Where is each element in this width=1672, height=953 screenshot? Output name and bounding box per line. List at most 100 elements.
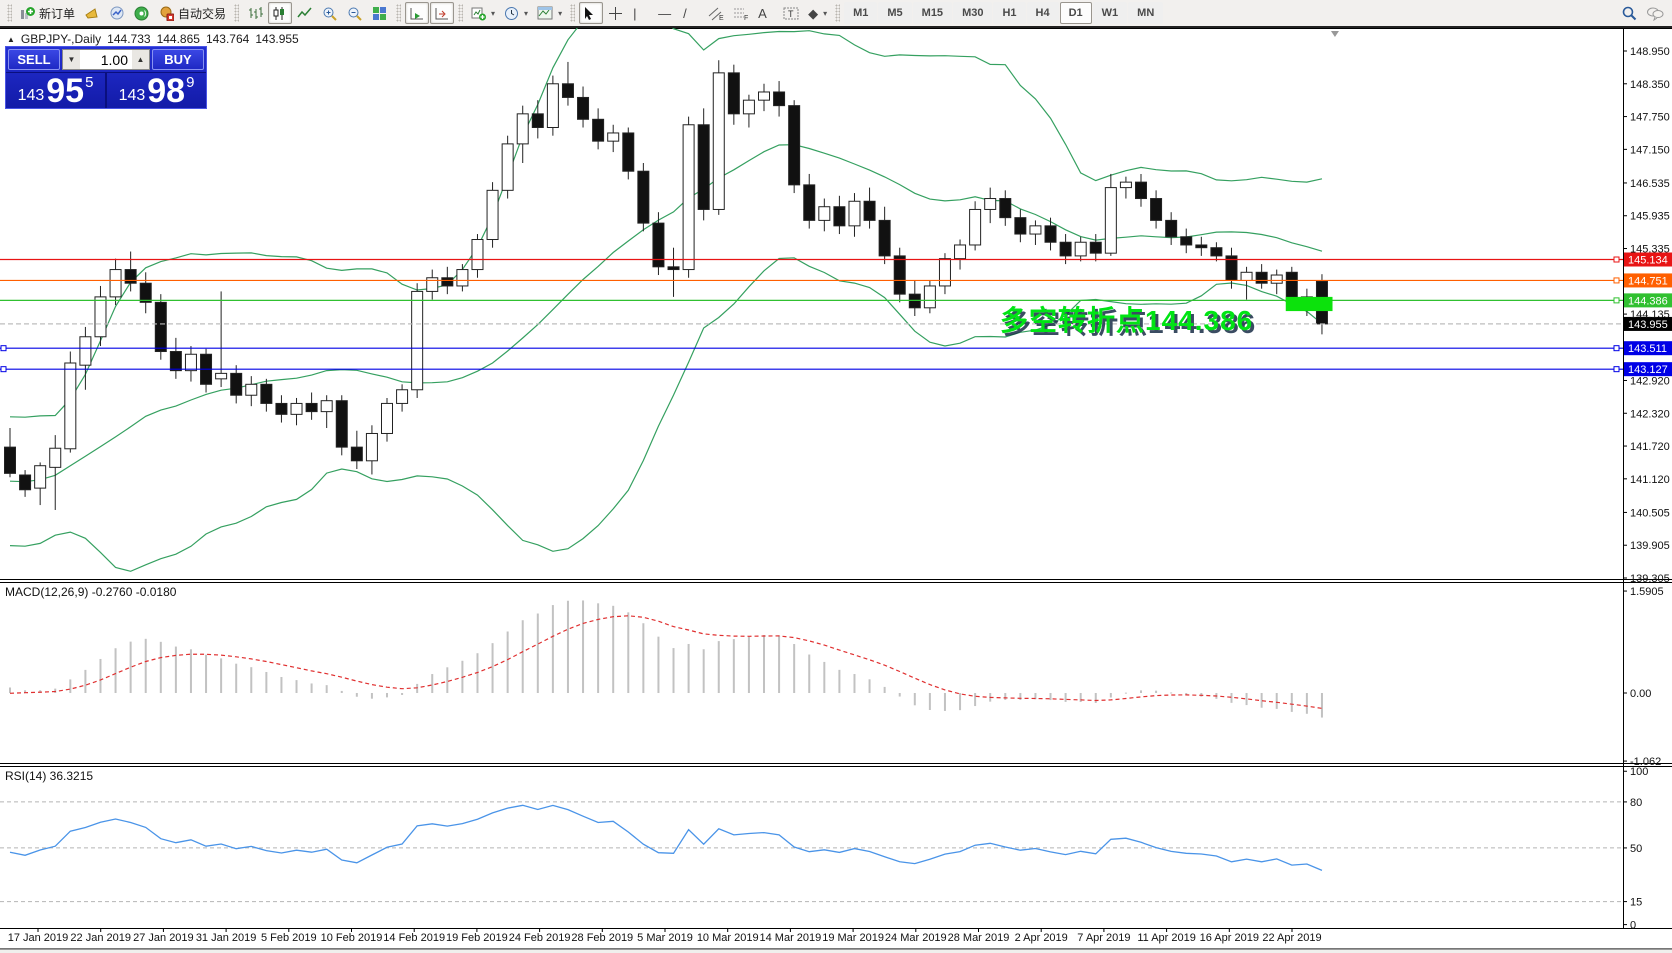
level-lines-layer: 145.134 144.751 144.386 143.955 143.511 143.1… (0, 252, 1672, 377)
svg-text:143.511: 143.511 (1628, 343, 1667, 355)
label-tool-button[interactable]: T (779, 2, 803, 24)
megaphone-button[interactable] (80, 2, 104, 24)
timeframe-m15[interactable]: M15 (912, 2, 953, 24)
buy-button[interactable]: BUY (152, 49, 204, 70)
metaeditor-icon (110, 6, 124, 19)
trendline-icon: / (683, 5, 687, 21)
equidistant-channel-icon: E (708, 7, 724, 21)
svg-text:145.134: 145.134 (1628, 255, 1668, 267)
zoom-out-icon (348, 7, 362, 21)
text-tool-button[interactable]: A (754, 2, 778, 24)
chat-icon (1647, 7, 1664, 21)
rsi-layer (0, 801, 1623, 903)
tile-windows-button[interactable] (368, 2, 392, 24)
zoom-out-button[interactable] (343, 2, 367, 24)
chart-shift-button[interactable] (430, 2, 455, 24)
templates-button[interactable]: ▾ (533, 2, 566, 24)
cursor-button[interactable] (579, 2, 604, 24)
horizontal-line-button[interactable]: — (654, 2, 678, 24)
volume-increase-button[interactable]: ▲ (132, 50, 149, 69)
timeframe-m1[interactable]: M1 (844, 2, 878, 24)
svg-text:7 Apr 2019: 7 Apr 2019 (1077, 932, 1130, 944)
svg-text:143.955: 143.955 (1628, 319, 1668, 331)
toolbar: 新订单 自动交易 (0, 0, 1672, 28)
timeframe-m30[interactable]: M30 (953, 2, 993, 24)
timeframe-w1[interactable]: W1 (1092, 2, 1128, 24)
line-chart-button[interactable] (293, 2, 317, 24)
buy-price[interactable]: 143 98 9 (107, 73, 206, 109)
svg-text:10 Mar 2019: 10 Mar 2019 (697, 932, 759, 944)
svg-text:148.350: 148.350 (1630, 79, 1670, 91)
bar-chart-button[interactable] (243, 2, 267, 24)
timeframe-h4[interactable]: H4 (1026, 2, 1059, 24)
metaeditor-button[interactable] (105, 2, 129, 24)
svg-text:50: 50 (1630, 843, 1642, 855)
svg-text:146.535: 146.535 (1630, 178, 1670, 190)
sell-price-prefix: 143 (17, 87, 45, 104)
search-button[interactable] (1617, 2, 1641, 24)
collapse-triangle-icon[interactable]: ▲ (7, 34, 15, 44)
volume-decrease-button[interactable]: ▼ (63, 50, 80, 69)
new-chart-button[interactable]: ▾ (467, 2, 499, 24)
equidistant-channel-button[interactable]: E (704, 2, 728, 24)
candles-layer (4, 60, 1328, 510)
candlestick-chart-icon (273, 6, 285, 20)
timeframe-mn[interactable]: MN (1128, 2, 1164, 24)
svg-text:139.905: 139.905 (1630, 540, 1670, 552)
svg-text:143.127: 143.127 (1628, 364, 1668, 376)
crosshair-button[interactable] (604, 2, 628, 24)
svg-text:5 Mar 2019: 5 Mar 2019 (637, 932, 693, 944)
fibonacci-icon: F (734, 8, 748, 21)
zoom-in-button[interactable] (318, 2, 342, 24)
svg-text:141.720: 141.720 (1630, 441, 1670, 453)
toolbar-grip (570, 4, 576, 22)
new-order-icon (21, 6, 35, 19)
timeframe-h1[interactable]: H1 (993, 2, 1026, 24)
auto-scroll-button[interactable] (405, 2, 430, 24)
svg-text:139.305: 139.305 (1630, 573, 1670, 585)
svg-text:14 Mar 2019: 14 Mar 2019 (760, 932, 822, 944)
svg-text:-1.062: -1.062 (1630, 756, 1661, 768)
new-order-label: 新订单 (39, 6, 76, 21)
sell-price[interactable]: 143 95 5 (6, 73, 105, 109)
candlestick-chart-button[interactable] (268, 2, 293, 24)
arrows-tool-button[interactable]: ◆ ▾ (804, 2, 831, 24)
svg-text:14 Feb 2019: 14 Feb 2019 (383, 932, 445, 944)
chart-shift-icon (435, 7, 449, 19)
bar-chart-icon (249, 6, 264, 19)
chat-button[interactable] (1642, 2, 1668, 24)
vertical-line-button[interactable]: | (629, 2, 653, 24)
volume-input[interactable]: 1.00 (100, 52, 128, 68)
svg-text:144.135: 144.135 (1630, 309, 1670, 321)
annotation-text: 多空转折点144.386 (1000, 305, 1254, 336)
new-order-button[interactable]: 新订单 (16, 2, 79, 24)
svg-text:147.750: 147.750 (1630, 112, 1670, 124)
periods-button[interactable]: ▾ (500, 2, 532, 24)
one-click-trading-panel: SELL ▼ 1.00 ▲ BUY 143 95 5 143 98 9 (5, 46, 207, 109)
fibonacci-button[interactable]: F (729, 2, 753, 24)
svg-text:28 Mar 2019: 28 Mar 2019 (948, 932, 1010, 944)
status-strip (0, 949, 1672, 953)
timeframe-d1[interactable]: D1 (1059, 2, 1092, 24)
autotrading-button[interactable]: 自动交易 (155, 2, 230, 24)
svg-text:T: T (788, 9, 794, 19)
svg-text:1.5905: 1.5905 (1630, 586, 1664, 598)
signals-button[interactable] (130, 2, 154, 24)
sell-button[interactable]: SELL (8, 49, 60, 70)
svg-text:147.150: 147.150 (1630, 144, 1670, 156)
svg-text:5 Feb 2019: 5 Feb 2019 (261, 932, 317, 944)
arrows-tool-icon: ◆ (808, 5, 819, 21)
horizontal-line-icon: — (658, 5, 672, 21)
sell-price-sup: 5 (85, 74, 94, 91)
svg-text:10 Feb 2019: 10 Feb 2019 (321, 932, 383, 944)
timeframe-m5[interactable]: M5 (878, 2, 912, 24)
toolbar-grip (7, 4, 12, 22)
trendline-button[interactable]: / (679, 2, 703, 24)
autotrading-icon (160, 6, 175, 21)
svg-text:27 Jan 2019: 27 Jan 2019 (133, 932, 194, 944)
svg-text:80: 80 (1630, 797, 1642, 809)
close-value: 143.955 (255, 32, 299, 46)
high-value: 144.865 (156, 32, 200, 46)
